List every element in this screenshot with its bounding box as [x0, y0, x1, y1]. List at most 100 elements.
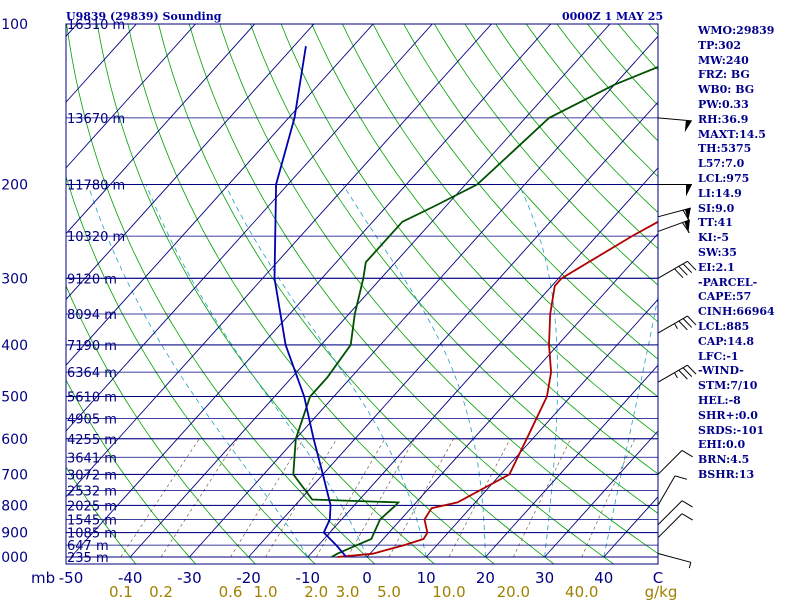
wind-barb-feather — [682, 367, 693, 377]
wind-barb — [657, 219, 691, 234]
isotherm — [70, 24, 552, 558]
index-item: LI:14.9 — [698, 186, 742, 200]
index-item: EHI:0.0 — [698, 438, 746, 452]
wind-barb-staff — [657, 513, 683, 539]
pressure-tick-label: 900 — [1, 526, 28, 542]
height-label: 2532 m — [67, 484, 117, 499]
dry-adiabat — [464, 24, 658, 250]
index-item: TP:302 — [698, 38, 742, 52]
temp-tick-label: 0 — [362, 569, 372, 587]
dry-adiabat — [127, 24, 495, 564]
pressure-tick-label: 100 — [1, 17, 28, 33]
wind-barbs — [657, 117, 697, 569]
wind-barb — [657, 513, 693, 539]
index-item: L57:7.0 — [698, 157, 745, 171]
isotherm — [425, 298, 658, 558]
plot-frame — [65, 23, 659, 565]
wind-barb — [657, 117, 692, 133]
mixing-ratio-label: 3.0 — [336, 583, 360, 600]
wind-barb-feather — [682, 222, 690, 234]
height-label: 11780 m — [67, 178, 125, 193]
mixing-ratio-label: 2.0 — [304, 583, 328, 600]
dry-adiabat — [342, 24, 658, 398]
temp-unit-label: C — [653, 569, 663, 587]
wind-barb — [657, 315, 697, 334]
index-item: FRZ: BG — [698, 68, 750, 82]
pressure-tick-label: 200 — [1, 177, 28, 193]
index-item: BRN:4.5 — [698, 453, 750, 467]
temp-tick-label: 20 — [476, 569, 495, 587]
height-label: 8094 m — [67, 308, 117, 323]
mixing-ratio-line — [347, 438, 415, 558]
index-item: -PARCEL- — [698, 275, 758, 289]
height-label: 647 m — [67, 539, 109, 554]
index-item: TT:41 — [698, 216, 733, 230]
mixing-ratio-label: 10.0 — [432, 583, 465, 600]
pressure-tick-label: 1000 — [0, 550, 28, 566]
index-item: RH:36.9 — [698, 112, 749, 126]
wind-barb-flag — [686, 184, 692, 197]
isotherm — [66, 24, 433, 432]
wind-barb-feather — [674, 268, 684, 279]
index-item: CAP:14.8 — [698, 334, 755, 348]
dry-adiabat — [66, 175, 316, 564]
dry-adiabat — [219, 24, 658, 555]
temp-tick-label: 30 — [535, 569, 554, 587]
parcel-line — [273, 45, 347, 558]
mixing-ratio-line — [513, 438, 572, 558]
height-label: 6364 m — [67, 366, 117, 381]
dry-adiabat — [66, 379, 197, 564]
mixing-ratio-line — [315, 438, 386, 558]
moist-adiabat — [603, 294, 658, 558]
wind-barb-feather — [678, 320, 688, 331]
index-item: SW:35 — [698, 245, 737, 259]
isotherm — [485, 364, 658, 558]
wind-barb-feather — [687, 260, 697, 271]
sounding-profiles — [273, 45, 658, 558]
isotherm — [366, 232, 658, 558]
wind-barb — [658, 183, 692, 197]
index-item: WMO:29839 — [698, 24, 775, 37]
wind-barb-feather — [681, 449, 693, 458]
pressure-tick-label: 500 — [1, 390, 28, 406]
wind-barb-staff — [657, 117, 692, 122]
dry-adiabat — [96, 24, 436, 564]
mixing-ratio-label: 5.0 — [377, 583, 401, 600]
index-item: KI:-5 — [698, 231, 729, 245]
wind-barb — [657, 553, 692, 569]
pressure-unit-label: mb — [31, 569, 55, 587]
pressure-tick-label: 600 — [1, 432, 28, 448]
height-label: 3641 m — [67, 451, 117, 466]
index-item: EI:2.1 — [698, 260, 735, 274]
dry-adiabat — [372, 24, 658, 360]
index-item: SRDS:-101 — [698, 423, 765, 437]
temp-tick-label: 40 — [594, 569, 613, 587]
dry-adiabat — [66, 284, 256, 564]
station-title: U9839 (29839) Sounding — [66, 10, 222, 23]
height-label: 235 m — [67, 551, 109, 566]
chart-grid — [66, 24, 658, 564]
wind-barb-half-feather — [674, 372, 678, 379]
mixing-ratio-label: 20.0 — [497, 583, 530, 600]
wind-barb — [657, 207, 691, 222]
pressure-tick-label: 700 — [1, 467, 28, 483]
index-item: -WIND- — [698, 364, 744, 378]
index-item: MAXT:14.5 — [698, 127, 766, 141]
index-item: CINH:66964 — [698, 305, 775, 319]
height-label: 9120 m — [67, 272, 117, 287]
pressure-tick-label: 300 — [1, 271, 28, 287]
wind-barb-feather — [682, 209, 690, 222]
height-label: 1545 m — [67, 513, 117, 528]
index-item: CAPE:57 — [698, 290, 752, 304]
wind-barb-feather — [687, 364, 697, 375]
wind-barb-staff — [657, 553, 691, 563]
height-label: 3072 m — [67, 468, 117, 483]
pressure-tick-label: 400 — [1, 338, 28, 354]
wind-barb-staff — [657, 315, 688, 334]
wind-barb-staff — [657, 207, 691, 218]
wind-barb — [657, 260, 697, 279]
temp-tick-label: 10 — [417, 569, 436, 587]
dry-adiabat — [495, 24, 658, 214]
height-label: 4905 m — [67, 413, 117, 428]
temp-tick-label: -20 — [236, 569, 261, 587]
